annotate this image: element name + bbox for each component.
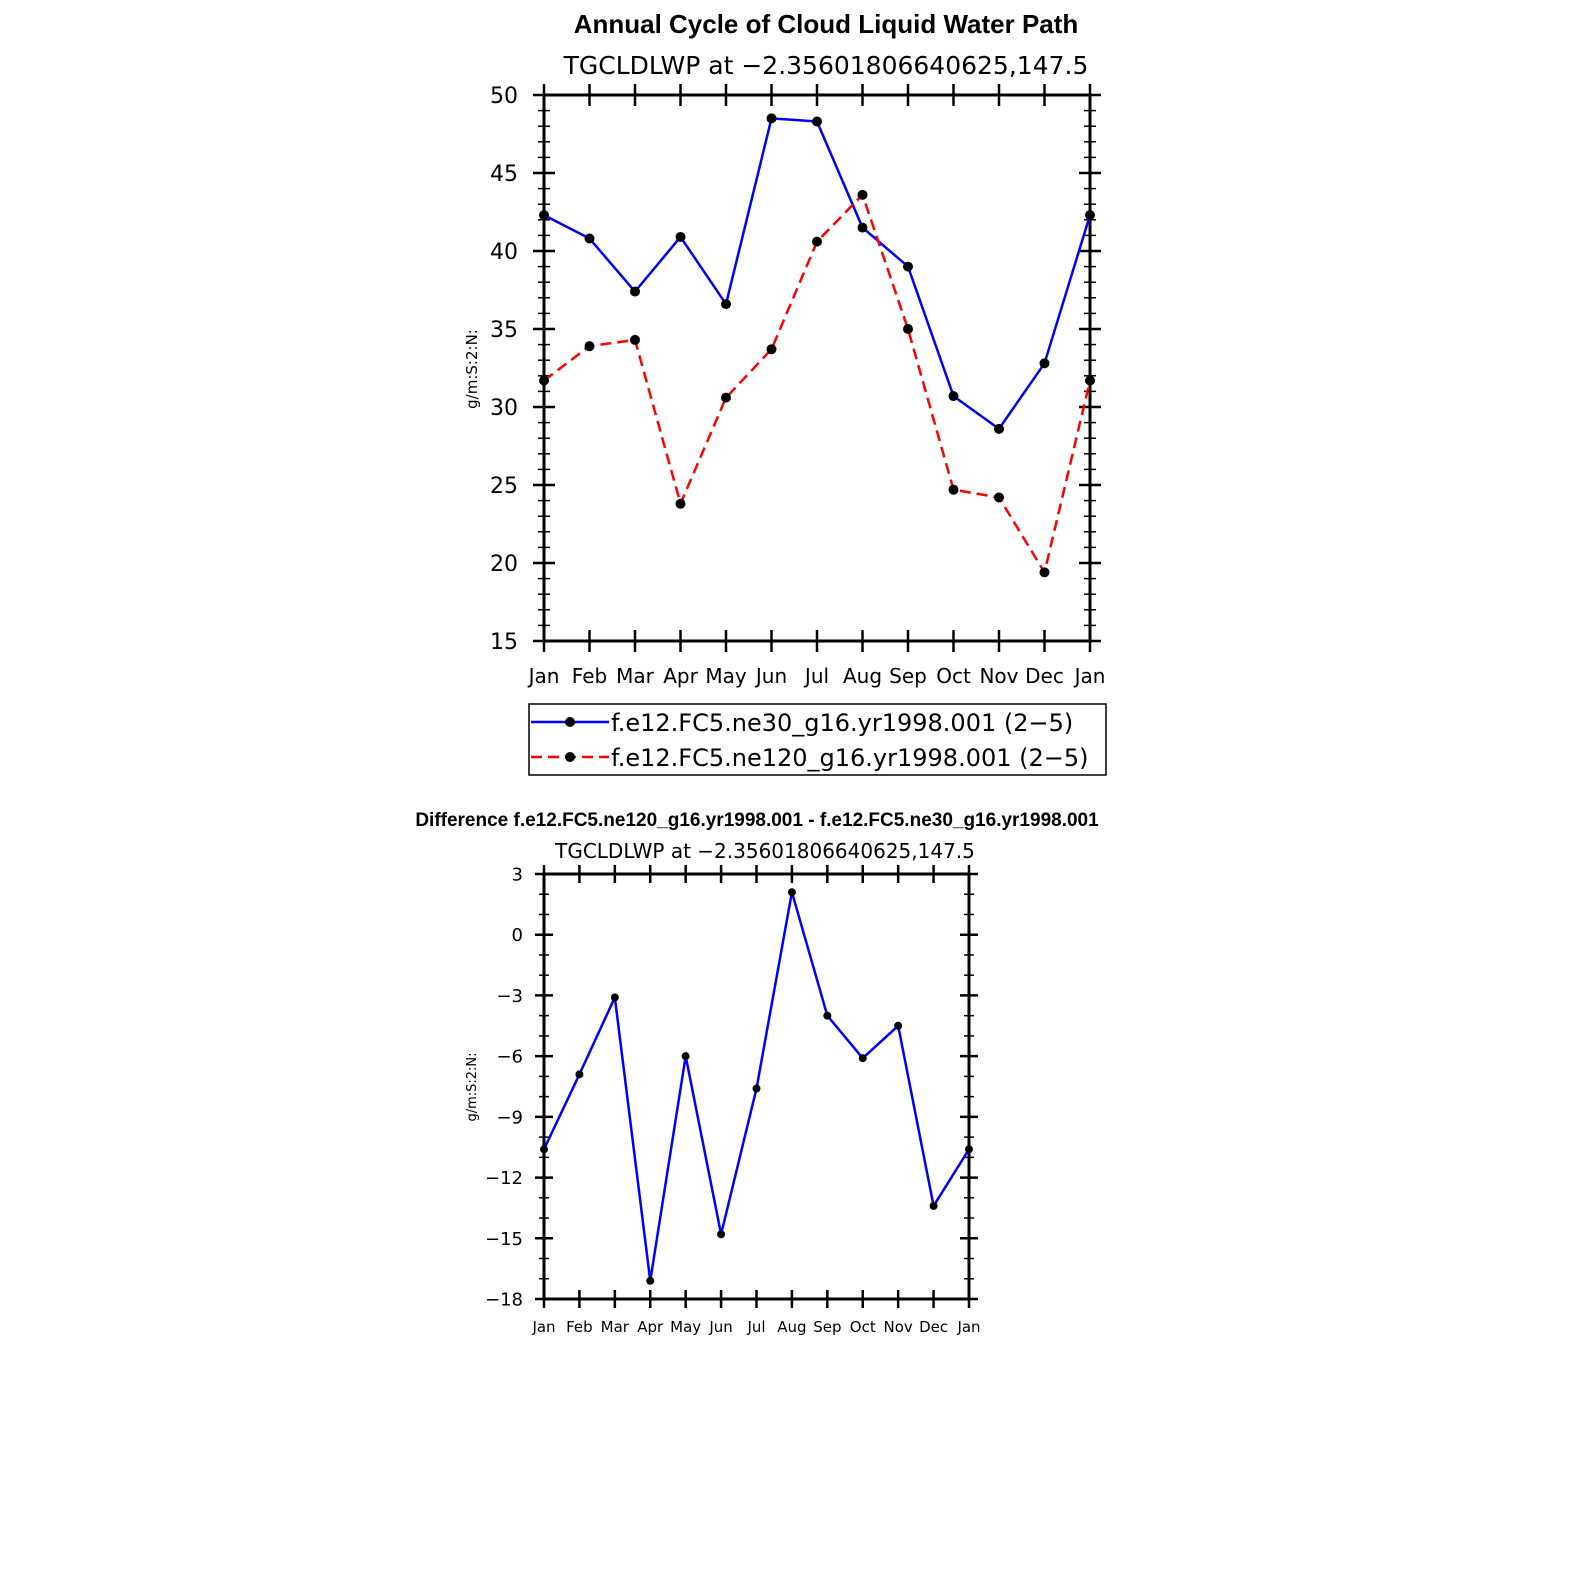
- y-tick-label: 3: [512, 864, 523, 885]
- series-0-point: [584, 233, 595, 244]
- series-0-point: [675, 231, 686, 242]
- chart1-ylabel: g/m:S:2:N:: [463, 329, 481, 409]
- series-0-point: [540, 1145, 548, 1154]
- series-1-point: [675, 498, 686, 509]
- y-tick-label: −3: [496, 986, 523, 1007]
- y-tick-label: 15: [490, 630, 518, 655]
- x-tick-label: Jul: [746, 1318, 765, 1336]
- legend-box: [528, 703, 1107, 776]
- x-tick-label: Jan: [527, 664, 560, 688]
- series-line-0: [543, 117, 1092, 431]
- series-1-point: [584, 341, 595, 352]
- series-0-point: [721, 299, 731, 310]
- series-0-point: [646, 1276, 655, 1285]
- series-1-point: [721, 392, 731, 403]
- y-tick-label: 50: [490, 84, 518, 109]
- series-0-point: [1085, 210, 1095, 221]
- series-0-point: [610, 993, 619, 1002]
- series-0-point: [766, 113, 777, 124]
- series-0-point: [539, 210, 549, 221]
- y-tick-label: 25: [490, 474, 518, 499]
- y-tick-label: 30: [490, 396, 518, 421]
- x-tick-label: Mar: [601, 1318, 630, 1336]
- y-tick-label: 45: [490, 162, 518, 187]
- x-tick-label: Mar: [616, 664, 655, 688]
- series-0-point: [903, 261, 913, 272]
- chart2-ylabel: g/m:S:2:N:: [465, 1052, 480, 1121]
- x-tick-label: Jan: [956, 1318, 980, 1336]
- x-tick-label: Apr: [637, 1318, 664, 1336]
- x-tick-label: Oct: [936, 664, 971, 688]
- x-tick-label: Dec: [919, 1318, 948, 1336]
- series-0-point: [752, 1084, 761, 1093]
- series-1-point: [857, 189, 868, 200]
- y-tick-label: −9: [496, 1107, 523, 1128]
- y-tick-label: 20: [490, 552, 518, 577]
- y-tick-label: 40: [490, 240, 518, 265]
- series-0-point: [823, 1011, 832, 1020]
- figure-title: Annual Cycle of Cloud Liquid Water Path: [574, 9, 1079, 39]
- series-1-point: [812, 236, 822, 247]
- x-tick-label: Sep: [889, 664, 927, 688]
- x-tick-label: May: [670, 1318, 701, 1336]
- plot-frame: [542, 93, 1092, 643]
- y-tick-label: −6: [496, 1047, 523, 1068]
- series-0-point: [681, 1052, 690, 1061]
- x-tick-label: Sep: [813, 1318, 841, 1336]
- x-tick-label: Dec: [1025, 664, 1064, 688]
- x-tick-label: Jul: [803, 664, 829, 688]
- x-tick-label: Feb: [566, 1318, 593, 1336]
- x-tick-label: Feb: [572, 664, 607, 688]
- series-0-point: [929, 1201, 938, 1210]
- x-tick-label: Apr: [663, 664, 698, 688]
- series-0-point: [575, 1070, 584, 1079]
- series-0-point: [858, 1054, 867, 1063]
- chart1-plot-area: 15 20 25 30 35 40 45 50 Jan Feb Mar Apr May Jun Jul Aug…: [490, 84, 1105, 688]
- y-tick-label: 0: [512, 925, 523, 946]
- series-0-point: [857, 222, 868, 233]
- x-tick-label: Jun: [708, 1318, 732, 1336]
- series-0-point: [948, 391, 959, 402]
- series-0-point: [965, 1145, 973, 1154]
- series-1-point: [1039, 567, 1050, 578]
- x-tick-label: Aug: [777, 1318, 806, 1336]
- x-tick-label: Nov: [884, 1318, 913, 1336]
- legend-label-series-b: f.e12.FC5.ne120_g16.yr1998.001 (2−5): [611, 744, 1089, 772]
- x-tick-label: Aug: [843, 664, 882, 688]
- chart1-subtitle: TGCLDLWP at −2.35601806640625,147.5: [563, 51, 1089, 80]
- x-tick-label: Jan: [1073, 664, 1106, 688]
- series-0-point: [787, 888, 796, 897]
- series-1-point: [1085, 375, 1095, 386]
- chart2-plot-area: −18 −15 −12 −9 −6 −3 0 3 Jan Feb Mar Apr May Jun Jul Au…: [485, 864, 981, 1336]
- chart1-legend: f.e12.FC5.ne30_g16.yr1998.001 (2−5) f.e1…: [528, 703, 1107, 776]
- series-0-point: [894, 1021, 903, 1030]
- legend-marker-series-b: [565, 752, 575, 762]
- y-tick-label: −12: [485, 1168, 523, 1189]
- series-1-point: [630, 334, 640, 345]
- series-line-1: [543, 193, 1092, 574]
- legend-label-series-a: f.e12.FC5.ne30_g16.yr1998.001 (2−5): [611, 709, 1073, 737]
- y-tick-label: −18: [485, 1289, 523, 1310]
- series-0-point: [812, 116, 822, 127]
- series-0-point: [994, 423, 1004, 434]
- x-tick-label: May: [705, 664, 747, 688]
- series-0-point: [630, 286, 640, 297]
- y-tick-label: −15: [485, 1229, 523, 1250]
- series-1-point: [539, 375, 549, 386]
- x-tick-label: Jun: [754, 664, 787, 688]
- series-1-point: [948, 484, 959, 495]
- series-1-point: [766, 344, 777, 355]
- y-tick-label: 35: [490, 318, 518, 343]
- x-tick-label: Jan: [531, 1318, 555, 1336]
- series-1-point: [994, 492, 1004, 503]
- chart2-subtitle: TGCLDLWP at −2.35601806640625,147.5: [554, 839, 975, 863]
- series-1-point: [903, 324, 913, 334]
- x-tick-label: Nov: [979, 664, 1018, 688]
- series-0-point: [1039, 358, 1050, 369]
- series-0-point: [717, 1230, 726, 1239]
- chart2-title: Difference f.e12.FC5.ne120_g16.yr1998.00…: [415, 810, 1099, 831]
- legend-marker-series-a: [565, 717, 575, 727]
- x-tick-label: Oct: [850, 1318, 876, 1336]
